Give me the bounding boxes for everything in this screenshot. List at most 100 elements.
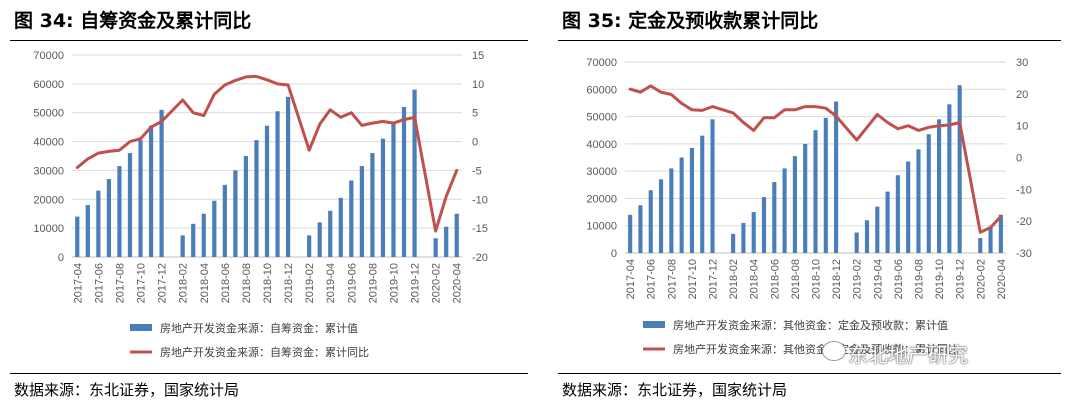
- legend-label: 房地产开发资金来源：自筹资金：累计值: [160, 321, 358, 335]
- bar: [895, 175, 900, 253]
- bar: [875, 206, 880, 253]
- x-tick-label: 2019-04: [325, 263, 337, 303]
- bar: [307, 235, 312, 257]
- source-rule: [10, 373, 528, 374]
- x-tick-label: 2018-06: [220, 263, 232, 303]
- y-right-tick-label: 10: [472, 79, 484, 91]
- x-tick-label: 2018-08: [241, 263, 253, 303]
- bar: [710, 119, 715, 253]
- bar: [264, 125, 270, 257]
- x-tick-label: 2017-10: [687, 259, 699, 299]
- bar: [275, 111, 280, 258]
- chart-self-raised-funds: 0 10000 20000 30000 40000 50000 60000 70000 -20 -…: [33, 50, 488, 359]
- y-right-tick-label: 30: [1016, 57, 1028, 69]
- x-tick-label: 2019-06: [346, 263, 358, 303]
- y-left-tick-label: 0: [611, 248, 617, 260]
- y-right-tick-label: -20: [472, 252, 488, 264]
- source-rule: [558, 373, 1061, 374]
- y-left-tick-label: 0: [58, 252, 64, 264]
- y-left-tick-label: 10000: [586, 221, 617, 233]
- bar: [148, 125, 154, 257]
- bar: [317, 222, 322, 257]
- y-left-tick-label: 60000: [586, 84, 617, 96]
- x-tick-label: 2018-08: [790, 259, 802, 299]
- bar: [658, 179, 664, 253]
- x-tick-label: 2018-04: [199, 263, 211, 303]
- bar: [233, 170, 238, 257]
- bar: [96, 190, 101, 257]
- bar: [75, 216, 80, 257]
- bar: [864, 220, 870, 253]
- x-tick-label: 2019-02: [852, 259, 864, 299]
- bar: [159, 109, 164, 257]
- y-right-tick-label: -30: [1016, 248, 1032, 260]
- bar: [782, 168, 787, 253]
- y-right-tick-label: 15: [472, 50, 484, 62]
- x-tick-label: 2020-02: [431, 263, 443, 303]
- bar: [689, 147, 694, 253]
- bar: [957, 85, 962, 253]
- bar: [751, 212, 756, 253]
- y-right-tick-label: 0: [472, 137, 478, 149]
- bar: [906, 161, 911, 253]
- bar: [391, 122, 396, 257]
- legend-swatch-bar: [643, 321, 665, 328]
- y-right-tick-label: 10: [1016, 121, 1028, 133]
- bar: [761, 197, 767, 253]
- bar: [191, 223, 196, 257]
- y-right-tick-label: -5: [472, 165, 482, 177]
- legend-label: 房地产开发资金来源：其他资金：定金及预收款：累计同比: [673, 342, 959, 356]
- y-right-tick-label: -20: [1016, 216, 1032, 228]
- x-tick-label: 2019-04: [872, 259, 884, 299]
- y-right-tick-label: -10: [1016, 184, 1032, 196]
- y-left-tick-label: 50000: [586, 112, 617, 124]
- legend-swatch-bar: [130, 324, 152, 331]
- bar: [679, 157, 684, 253]
- bar: [772, 182, 777, 253]
- bar: [127, 153, 133, 257]
- bar: [254, 140, 259, 257]
- bar: [916, 149, 921, 253]
- bar: [380, 138, 386, 257]
- watermark: 东北地产研究: [848, 343, 968, 367]
- line-series: [628, 84, 1003, 234]
- bar: [359, 166, 364, 257]
- bar: [803, 143, 808, 253]
- x-tick-label: 2018-12: [831, 259, 843, 299]
- y-left-tick-label: 10000: [33, 223, 64, 235]
- x-tick-label: 2017-04: [625, 259, 637, 299]
- figure-34: 图 34: 自筹资金及累计同比 0 10000 20000 30000 40000 500…: [0, 0, 532, 403]
- x-tick-label: 2019-12: [955, 259, 967, 299]
- bar: [401, 106, 407, 257]
- bar: [947, 104, 952, 254]
- bar: [731, 233, 736, 253]
- bar: [834, 101, 839, 253]
- bar: [988, 227, 993, 253]
- y-right-tick-label: 0: [1016, 153, 1022, 165]
- x-tick-label: 2018-10: [262, 263, 274, 303]
- x-tick-label: 2018-02: [178, 263, 190, 303]
- bar: [454, 213, 459, 257]
- title-rule: [558, 40, 1061, 41]
- x-tick-label: 2020-04: [996, 259, 1008, 299]
- legend-label: 房地产开发资金来源：其他资金：定金及预收款：累计值: [673, 318, 948, 332]
- legend-label: 房地产开发资金来源：自筹资金：累计同比: [160, 345, 369, 359]
- x-tick-label: 2018-04: [749, 259, 761, 299]
- bar: [328, 210, 333, 257]
- figure-35: 图 35: 定金及预收款累计同比 0 10000 20000 30000 40000 50…: [548, 0, 1065, 403]
- bar: [180, 235, 185, 257]
- y-left-tick-label: 30000: [586, 166, 617, 178]
- x-tick-label: 2017-04: [72, 263, 84, 303]
- y-left-tick-label: 70000: [33, 50, 64, 62]
- x-tick-label: 2019-02: [304, 263, 316, 303]
- x-tick-label: 2017-12: [708, 259, 720, 299]
- bar: [285, 96, 291, 257]
- bar: [885, 191, 890, 253]
- x-tick-label: 2018-10: [811, 259, 823, 299]
- y-left-tick-label: 40000: [586, 139, 617, 151]
- bar: [338, 197, 343, 257]
- bar: [201, 213, 206, 257]
- bar: [628, 214, 633, 253]
- x-tick-label: 2020-04: [452, 263, 464, 303]
- bar: [117, 166, 122, 257]
